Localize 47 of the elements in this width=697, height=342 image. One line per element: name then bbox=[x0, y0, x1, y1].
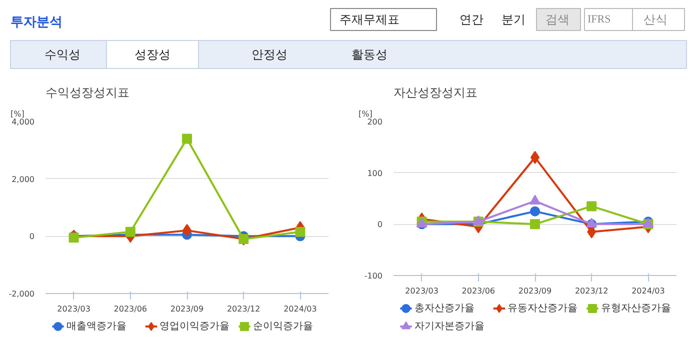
point bbox=[125, 226, 136, 237]
text: 검색 bbox=[546, 12, 570, 26]
point bbox=[530, 194, 540, 204]
x-tick-label: 2024/03 bbox=[284, 304, 317, 314]
legend-label: 유형자산증가율 bbox=[600, 303, 671, 314]
x-tick-label: 2023/06 bbox=[114, 304, 148, 314]
text: 투자분석 bbox=[10, 14, 62, 29]
legend-label: 순이익증가율 bbox=[252, 321, 313, 332]
y-tick-label: 0 bbox=[377, 220, 383, 230]
point bbox=[182, 134, 192, 144]
text: 주재무제표 bbox=[340, 12, 400, 26]
x-tick-label: 2023/06 bbox=[462, 286, 496, 296]
x-tick-label: 2023/12 bbox=[226, 304, 260, 314]
x-tick-label: 2023/12 bbox=[574, 286, 608, 296]
chart-title: 수익성장성지표 bbox=[46, 86, 130, 100]
y-tick-label: 200 bbox=[367, 118, 383, 126]
y-tick-label: 2,000 bbox=[12, 174, 35, 184]
y-tick-label: -2,000 bbox=[8, 290, 35, 298]
legend-label: 총자산증가율 bbox=[414, 303, 474, 314]
y-tick-label: 4,000 bbox=[12, 118, 35, 126]
y-tick-label: 0 bbox=[29, 232, 35, 242]
x-tick-label: 2024/03 bbox=[632, 286, 665, 296]
point bbox=[295, 226, 306, 237]
y-axis-title: [%] bbox=[10, 110, 24, 118]
legend-label: 매출액증가율 bbox=[66, 321, 126, 332]
chart-title: 자산성장성지표 bbox=[394, 86, 478, 100]
text: 산식 bbox=[644, 12, 668, 26]
text: 안정성 bbox=[252, 48, 288, 62]
legend-label: 자기자본증가율 bbox=[414, 321, 484, 332]
y-axis-title: [%] bbox=[358, 110, 372, 118]
legend-label: 영업이익증가율 bbox=[160, 321, 230, 332]
x-tick-label: 2023/03 bbox=[57, 304, 90, 314]
text: 성장성 bbox=[134, 48, 170, 62]
text: IFRS bbox=[588, 14, 611, 26]
x-tick-label: 2023/09 bbox=[170, 304, 204, 314]
y-tick-label: 100 bbox=[367, 168, 383, 178]
text: 분기 bbox=[502, 12, 526, 26]
text: 수익성 bbox=[44, 48, 80, 62]
point bbox=[530, 219, 540, 230]
text: 연간 bbox=[460, 12, 484, 26]
point bbox=[586, 201, 597, 212]
y-tick-label: -100 bbox=[364, 272, 382, 280]
text: 활동성 bbox=[352, 48, 388, 62]
legend-label: 유동자산증가율 bbox=[508, 303, 578, 314]
x-tick-label: 2023/03 bbox=[405, 286, 438, 296]
point bbox=[530, 206, 540, 216]
x-tick-label: 2023/09 bbox=[518, 286, 552, 296]
